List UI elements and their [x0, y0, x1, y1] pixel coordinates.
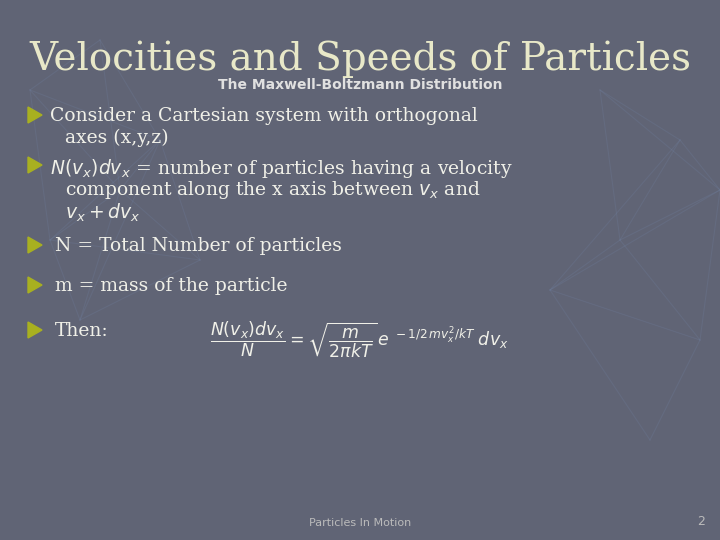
- Text: Velocities and Speeds of Particles: Velocities and Speeds of Particles: [29, 40, 691, 78]
- Text: component along the x axis between $v_x$ and: component along the x axis between $v_x$…: [65, 179, 480, 201]
- Text: N = Total Number of particles: N = Total Number of particles: [55, 237, 342, 255]
- Text: $N(v_x)dv_x$ = number of particles having a velocity: $N(v_x)dv_x$ = number of particles havin…: [50, 157, 513, 180]
- Text: Then:: Then:: [55, 322, 109, 340]
- Polygon shape: [28, 277, 42, 293]
- Text: $\dfrac{N(v_x)dv_x}{N} = \sqrt{\dfrac{m}{2\pi kT}}\,e^{\;-1/2\,mv_x^2/kT}\;dv_x$: $\dfrac{N(v_x)dv_x}{N} = \sqrt{\dfrac{m}…: [210, 320, 508, 361]
- Text: The Maxwell-Boltzmann Distribution: The Maxwell-Boltzmann Distribution: [217, 78, 503, 92]
- Text: m = mass of the particle: m = mass of the particle: [55, 277, 287, 295]
- Text: 2: 2: [697, 515, 705, 528]
- Text: Consider a Cartesian system with orthogonal: Consider a Cartesian system with orthogo…: [50, 107, 478, 125]
- Text: $v_x+dv_x$: $v_x+dv_x$: [65, 202, 140, 224]
- Text: Particles In Motion: Particles In Motion: [309, 518, 411, 528]
- Polygon shape: [28, 107, 42, 123]
- Polygon shape: [28, 237, 42, 253]
- Polygon shape: [28, 157, 42, 173]
- Polygon shape: [28, 322, 42, 338]
- Text: axes (x,y,z): axes (x,y,z): [65, 129, 168, 147]
